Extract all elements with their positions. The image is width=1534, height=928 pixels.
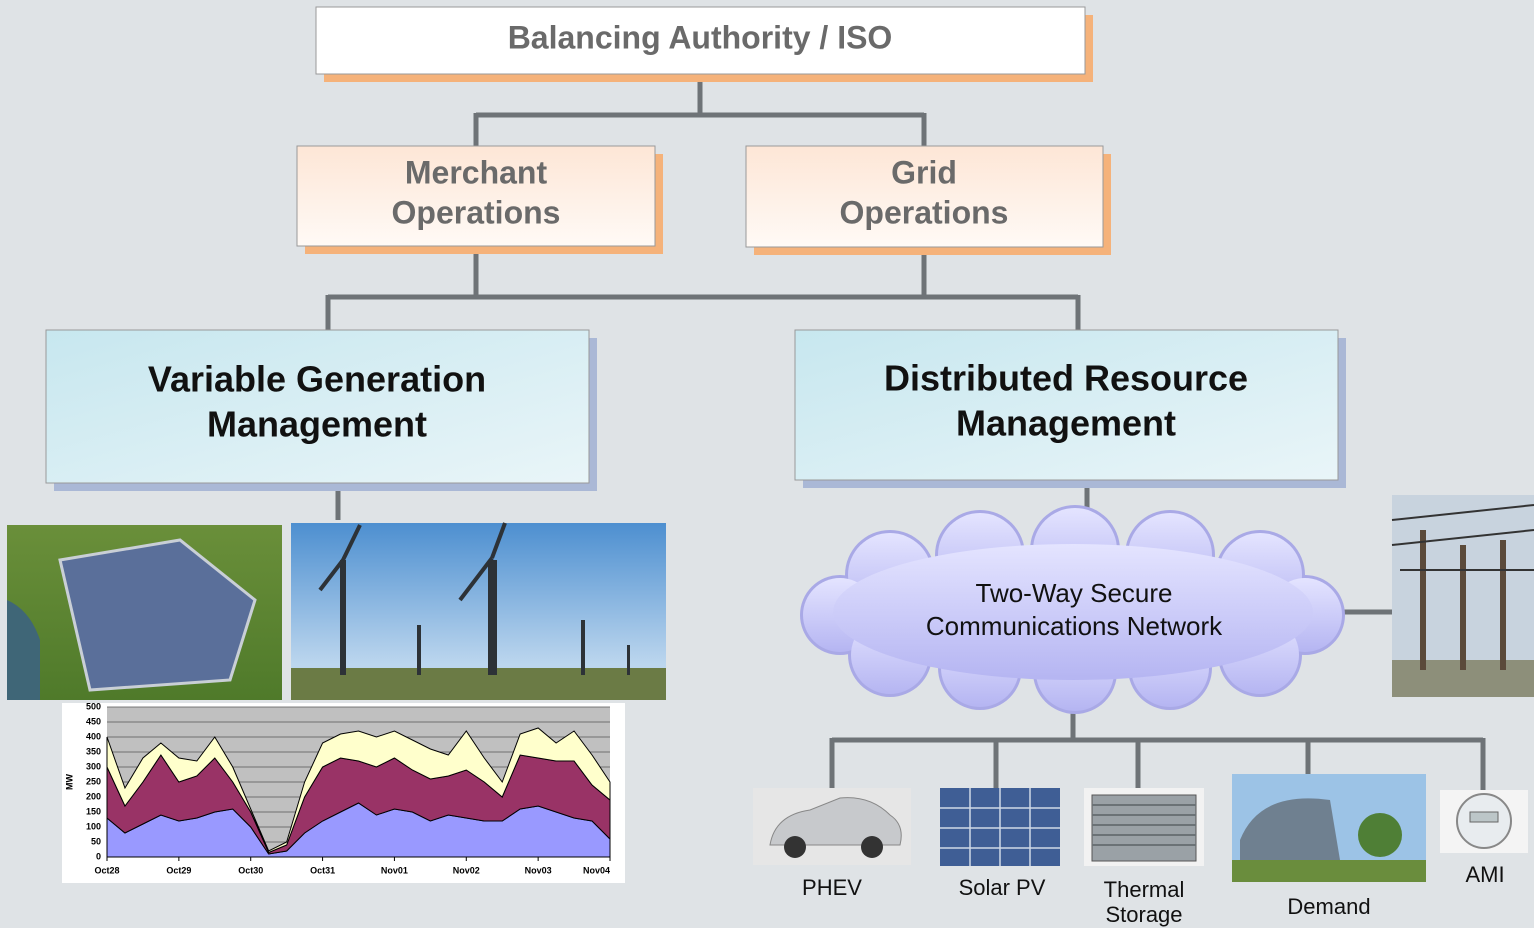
y-tick-label: 300 [86, 761, 101, 771]
thermal-photo [1084, 788, 1204, 866]
distributed-box: Distributed Resource Management [795, 330, 1346, 488]
box-label: Balancing Authority / ISO [508, 19, 893, 55]
grid-box: Grid Operations [746, 146, 1111, 255]
box-label: Operations [840, 194, 1009, 230]
car-photo [753, 788, 911, 865]
y-tick-label: 500 [86, 701, 101, 711]
wind-photo [291, 523, 666, 700]
y-tick-label: 250 [86, 776, 101, 786]
box-label: Management [956, 403, 1176, 444]
x-tick-label: Oct28 [94, 865, 119, 875]
x-tick-label: Oct31 [310, 865, 335, 875]
y-tick-label: 400 [86, 731, 101, 741]
cloud-label: Communications Network [926, 611, 1223, 641]
variable-box: Variable Generation Management [46, 330, 597, 491]
resource-label: Thermal [1104, 877, 1185, 902]
y-tick-label: 0 [96, 851, 101, 861]
merchant-box: Merchant Operations [297, 146, 663, 254]
y-tick-label: 350 [86, 746, 101, 756]
y-tick-label: 450 [86, 716, 101, 726]
building-photo [1232, 774, 1426, 882]
box-label: Merchant [405, 154, 548, 190]
resource-label: AMI [1465, 862, 1504, 887]
x-tick-label: Oct30 [238, 865, 263, 875]
generation-chart: MW 0 50 100 150 200 250 300 350 400 450 500 Oct28 Oc… [62, 701, 625, 883]
y-tick-label: 150 [86, 806, 101, 816]
resource-label: Demand [1287, 894, 1370, 919]
substation-photo [1392, 495, 1534, 697]
x-tick-label: Nov04 [583, 865, 610, 875]
authority-box: Balancing Authority / ISO [316, 7, 1093, 82]
y-tick-label: 50 [91, 836, 101, 846]
y-axis-label: MW [64, 774, 74, 790]
x-tick-label: Nov03 [525, 865, 552, 875]
cloud-label: Two-Way Secure [976, 578, 1173, 608]
diagram: Balancing Authority / ISO Merchant Opera… [0, 0, 1534, 928]
y-tick-label: 100 [86, 821, 101, 831]
resource-label: Solar PV [959, 875, 1046, 900]
resource-label: PHEV [802, 875, 862, 900]
meter-photo [1440, 790, 1528, 853]
x-tick-label: Nov02 [453, 865, 480, 875]
solar-farm-photo [7, 525, 282, 700]
box-label: Operations [392, 194, 561, 230]
x-tick-label: Oct29 [166, 865, 191, 875]
box-label: Distributed Resource [884, 358, 1248, 399]
box-label: Variable Generation [148, 359, 486, 400]
resource-label: Storage [1105, 902, 1182, 927]
box-label: Management [207, 404, 427, 445]
solar-pv-photo [940, 788, 1060, 866]
x-tick-label: Nov01 [381, 865, 408, 875]
box-label: Grid [891, 154, 957, 190]
network-cloud: Two-Way Secure Communications Network [800, 505, 1345, 714]
y-tick-label: 200 [86, 791, 101, 801]
